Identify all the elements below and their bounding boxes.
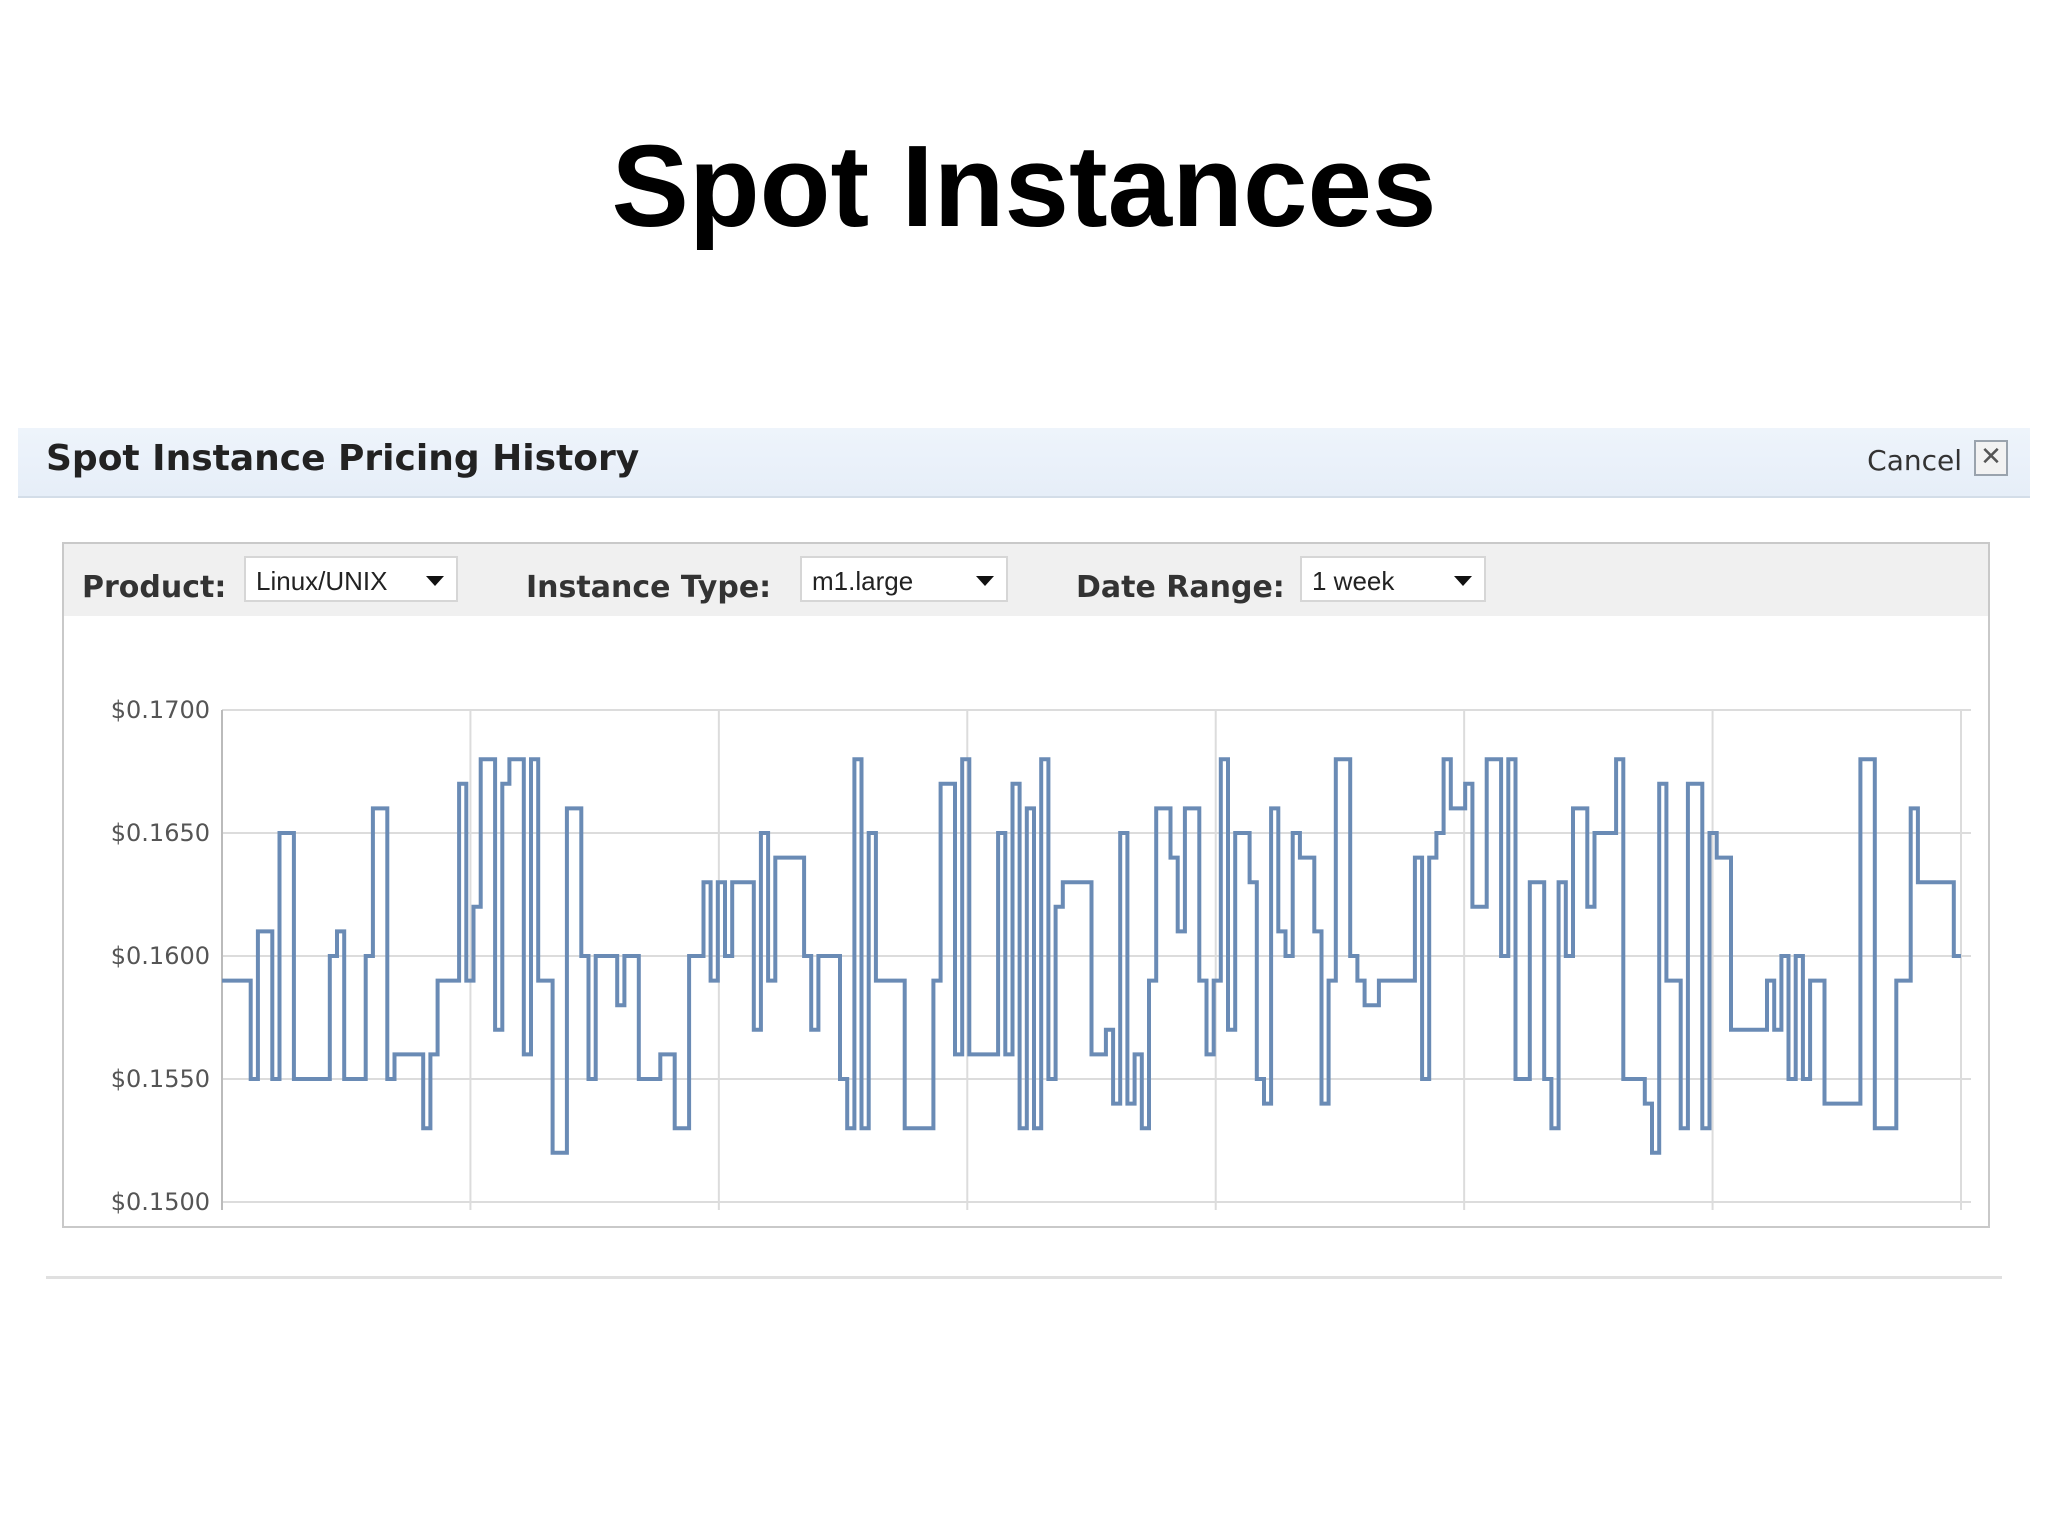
- y-tick-label: $0.1500: [111, 1188, 210, 1216]
- x-tick-label: Mar 17: [427, 1215, 514, 1216]
- instance-type-select-value: m1.large: [812, 566, 914, 596]
- price-series-line: [222, 757, 1961, 1155]
- y-tick-label: $0.1600: [111, 942, 210, 970]
- x-tick-label: Mar 23: [1918, 1215, 1988, 1216]
- instance-type-select[interactable]: m1.large: [800, 556, 1008, 602]
- dialog-title: Spot Instance Pricing History: [46, 438, 640, 479]
- y-tick-label: $0.1700: [111, 696, 210, 724]
- y-tick-label: $0.1550: [111, 1065, 210, 1093]
- cancel-link[interactable]: Cancel: [1867, 444, 1962, 477]
- x-tick-label: Mar 18: [675, 1215, 762, 1216]
- product-select-value: Linux/UNIX: [256, 566, 388, 596]
- x-tick-label: Mar 16: [179, 1215, 266, 1216]
- date-range-select-value: 1 week: [1312, 566, 1395, 596]
- product-label: Product:: [82, 570, 227, 605]
- slide-title: Spot Instances: [611, 121, 1437, 251]
- x-tick-label: Mar 19: [924, 1215, 1011, 1216]
- chevron-down-icon: [1454, 576, 1472, 586]
- chevron-down-icon: [426, 576, 444, 586]
- price-history-chart: $0.1500 $0.1550 $0.1600 $0.1650 $0.1700 Mar 1…: [111, 696, 1988, 1216]
- x-tick-label: Mar 21: [1421, 1215, 1508, 1216]
- product-select[interactable]: Linux/UNIX: [244, 556, 458, 602]
- instance-type-label: Instance Type:: [526, 570, 772, 605]
- chevron-down-icon: [976, 576, 994, 586]
- y-tick-label: $0.1650: [111, 819, 210, 847]
- divider: [46, 1276, 2002, 1279]
- dialog-header: Spot Instance Pricing History Cancel ✕: [18, 428, 2030, 498]
- date-range-label: Date Range:: [1076, 570, 1285, 605]
- date-range-select[interactable]: 1 week: [1300, 556, 1486, 602]
- x-tick-label: Mar 22: [1669, 1215, 1756, 1216]
- pricing-history-panel: Product: Linux/UNIX Instance Type: m1.la…: [62, 542, 1990, 1228]
- filter-toolbar: Product: Linux/UNIX Instance Type: m1.la…: [64, 544, 1988, 616]
- close-icon[interactable]: ✕: [1974, 440, 2008, 476]
- x-tick-label: Mar 20: [1172, 1215, 1259, 1216]
